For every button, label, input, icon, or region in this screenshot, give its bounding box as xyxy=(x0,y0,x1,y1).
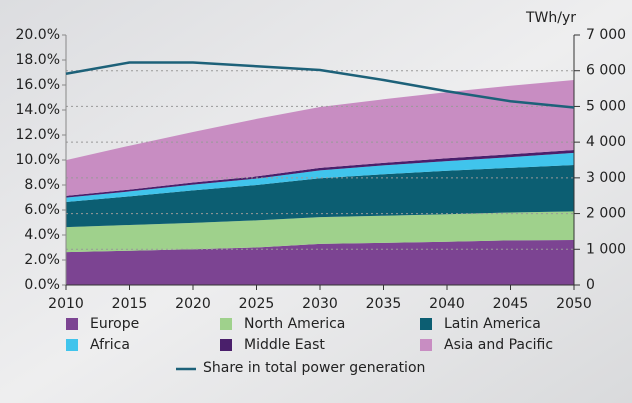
y-tick-label: 8.0% xyxy=(24,177,60,193)
x-tick-label: 2020 xyxy=(175,296,211,312)
legend-label: North America xyxy=(244,316,345,332)
x-tick-label: 2030 xyxy=(302,296,338,312)
x-tick-label: 2035 xyxy=(366,296,402,312)
y2-tick-label: 7 000 xyxy=(586,27,626,43)
legend-label: Latin America xyxy=(444,316,541,332)
y2-tick-label: 3 000 xyxy=(586,170,626,186)
y-tick-label: 0.0% xyxy=(24,277,60,293)
y-tick-label: 12.0% xyxy=(16,127,60,143)
legend-swatch xyxy=(66,318,78,330)
legend-swatch xyxy=(420,339,432,351)
y-tick-label: 10.0% xyxy=(16,152,60,168)
y-tick-label: 4.0% xyxy=(24,227,60,243)
y-tick-label: 16.0% xyxy=(16,77,60,93)
x-tick-label: 2010 xyxy=(48,296,84,312)
x-tick-label: 2025 xyxy=(239,296,275,312)
y2-tick-label: 5 000 xyxy=(586,98,626,114)
legend-swatch xyxy=(220,318,232,330)
x-tick-label: 2040 xyxy=(429,296,465,312)
x-tick-label: 2015 xyxy=(112,296,148,312)
y2-tick-label: 1 000 xyxy=(586,241,626,257)
legend-label: Share in total power generation xyxy=(203,360,425,376)
y-tick-label: 2.0% xyxy=(24,252,60,268)
x-tick-label: 2045 xyxy=(493,296,529,312)
y2-tick-label: 4 000 xyxy=(586,134,626,150)
legend-swatch xyxy=(220,339,232,351)
chart: TWh/yr 0 1 000 2 000 3 000 4 000 5 000 6 000 7 … xyxy=(0,0,632,403)
legend-swatch xyxy=(66,339,78,351)
legend-label: Africa xyxy=(90,337,130,353)
y2-tick-label: 2 000 xyxy=(586,206,626,222)
legend-swatch xyxy=(420,318,432,330)
legend-label: Middle East xyxy=(244,337,325,353)
legend-label: Europe xyxy=(90,316,139,332)
page: TWh/yr 0 1 000 2 000 3 000 4 000 5 000 6 000 7 … xyxy=(0,0,632,403)
y-tick-label: 18.0% xyxy=(16,52,60,68)
y2-tick-label: 6 000 xyxy=(586,63,626,79)
y-tick-label: 6.0% xyxy=(24,202,60,218)
y-tick-label: 20.0% xyxy=(16,27,60,43)
legend-label: Asia and Pacific xyxy=(444,337,553,353)
y2-tick-label: 0 xyxy=(586,277,595,293)
y-tick-label: 14.0% xyxy=(16,102,60,118)
x-tick-label: 2050 xyxy=(556,296,592,312)
y2-axis-label: TWh/yr xyxy=(525,10,576,26)
